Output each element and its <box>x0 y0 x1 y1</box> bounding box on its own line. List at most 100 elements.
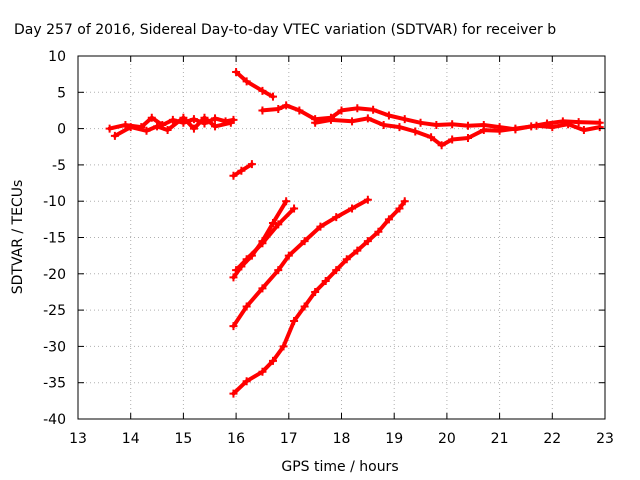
data-point <box>348 117 357 126</box>
y-tick-label: -15 <box>43 231 66 247</box>
data-point <box>274 220 283 229</box>
x-tick-label: 20 <box>438 431 456 447</box>
data-point <box>363 195 372 204</box>
data-point <box>179 113 188 122</box>
data-point <box>268 218 277 227</box>
data-series-5 <box>311 114 604 150</box>
data-point <box>437 141 446 150</box>
y-tick-label: 5 <box>57 85 66 101</box>
data-point <box>229 322 238 331</box>
series-trace <box>112 115 233 138</box>
series-trace <box>234 70 275 99</box>
data-point <box>258 106 267 115</box>
data-point <box>258 367 267 376</box>
data-point <box>548 123 557 132</box>
data-point <box>395 204 404 213</box>
data-point <box>448 120 457 129</box>
data-point <box>142 126 151 135</box>
data-point <box>290 316 299 325</box>
x-tick-label: 21 <box>491 431 509 447</box>
data-point <box>574 118 583 127</box>
data-point <box>332 213 341 222</box>
data-point <box>242 302 251 311</box>
data-point <box>532 121 541 130</box>
x-tick-label: 16 <box>227 431 245 447</box>
data-point <box>153 122 162 131</box>
data-point <box>353 246 362 255</box>
data-point <box>342 255 351 264</box>
axes: 13 14 15 16 17 18 19 20 21 22 23 10 5 0 -5 -10 -15 -20 -25… <box>43 49 614 447</box>
y-axis-label: SDTVAR / TECUs <box>10 180 26 295</box>
data-series-8 <box>232 204 299 275</box>
data-series-9 <box>229 195 372 331</box>
data-point <box>400 197 409 206</box>
data-point <box>232 67 241 76</box>
data-point <box>274 266 283 275</box>
data-point <box>311 287 320 296</box>
data-point <box>363 237 372 246</box>
data-point <box>211 122 220 131</box>
data-point <box>290 204 299 213</box>
data-point <box>229 171 238 180</box>
data-point <box>242 377 251 386</box>
y-tick-label: -25 <box>43 303 66 319</box>
data-point <box>348 204 357 213</box>
x-tick-label: 14 <box>122 431 140 447</box>
y-tick-label: -30 <box>43 339 66 355</box>
data-point <box>300 302 309 311</box>
data-point <box>595 123 604 132</box>
data-point <box>326 115 335 124</box>
x-axis-label: GPS time / hours <box>281 459 398 475</box>
data-point <box>247 160 256 169</box>
y-tick-label: -35 <box>43 376 66 392</box>
data-point <box>229 389 238 398</box>
data-point <box>295 106 304 115</box>
data-point <box>258 239 267 248</box>
data-point <box>374 227 383 236</box>
data-point <box>384 111 393 120</box>
y-tick-label: -5 <box>52 158 66 174</box>
data-point <box>279 342 288 351</box>
data-point <box>282 101 291 110</box>
data-point <box>211 114 220 123</box>
data-series-10 <box>229 197 409 398</box>
data-point <box>121 120 130 129</box>
data-point <box>189 115 198 124</box>
chart-title: Day 257 of 2016, Sidereal Day-to-day VTE… <box>14 22 556 38</box>
data-point <box>268 356 277 365</box>
data-series-6 <box>229 160 256 180</box>
x-tick-label: 13 <box>69 431 87 447</box>
data-point <box>126 123 135 132</box>
data-point <box>311 118 320 127</box>
data-point <box>274 104 283 113</box>
data-point <box>564 120 573 129</box>
data-point <box>332 266 341 275</box>
data-point <box>495 126 504 135</box>
x-tick-label: 22 <box>543 431 561 447</box>
y-tick-label: 10 <box>48 49 66 65</box>
series-trace <box>231 197 370 329</box>
x-tick-label: 17 <box>280 431 298 447</box>
data-point <box>258 86 267 95</box>
data-point <box>369 105 378 114</box>
data-point <box>282 197 291 206</box>
data-point <box>189 124 198 133</box>
data-series-3 <box>232 67 277 101</box>
data-point <box>411 127 420 136</box>
data-point <box>379 120 388 129</box>
data-point <box>237 166 246 175</box>
data-point <box>463 121 472 130</box>
data-point <box>400 115 409 124</box>
data-series-2 <box>110 113 235 140</box>
x-tick-label: 18 <box>333 431 351 447</box>
data-point <box>284 251 293 260</box>
data-point <box>242 255 251 264</box>
y-tick-label: -20 <box>43 267 66 283</box>
data-point <box>432 120 441 129</box>
data-point <box>337 106 346 115</box>
data-point <box>395 123 404 132</box>
x-tick-label: 23 <box>596 431 614 447</box>
data-point <box>384 215 393 224</box>
data-point <box>229 273 238 282</box>
